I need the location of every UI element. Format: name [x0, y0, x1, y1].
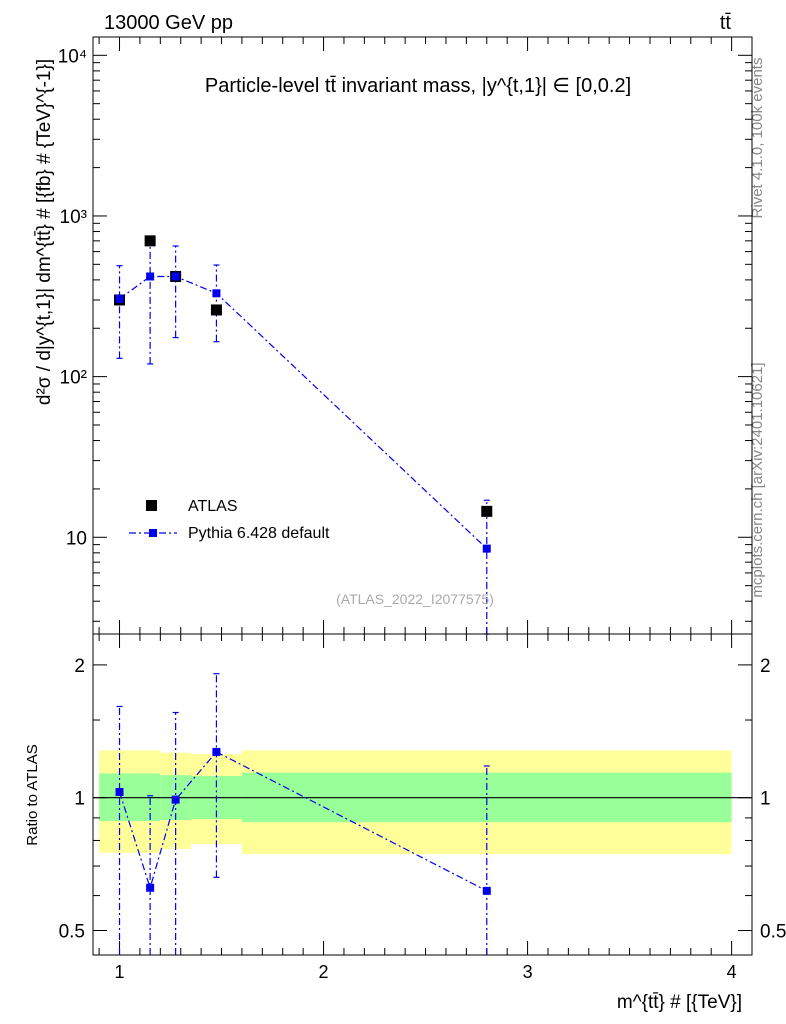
legend-pythia-marker	[149, 529, 157, 537]
x-tick-label: 1	[115, 962, 125, 982]
atlas-point	[481, 505, 493, 517]
ratio-y-tick-label: 1	[74, 789, 85, 810]
x-tick-label: 3	[523, 962, 533, 982]
ratio-panel-frame	[92, 633, 753, 956]
ratio-y-tick-label: 2	[74, 656, 85, 677]
ratio-y-tick-label: 1	[760, 789, 771, 810]
legend-atlas-marker	[146, 500, 157, 511]
ratio-y-tick-label: 0.5	[760, 922, 786, 943]
ratio-panel: 1 2 3 4 0.5 0.5 1 1 2 2 Ratio to ATLAS m^{tt̄} # …	[24, 633, 786, 1013]
atlas-point	[144, 235, 156, 247]
legend: ATLAS Pythia 6.428 default	[129, 498, 330, 542]
x-axis-label: m^{tt̄} # [{TeV}]	[617, 992, 742, 1013]
ratio-line	[118, 751, 488, 892]
ratio-point	[171, 795, 180, 804]
source-label: mcplots.cern.ch [arXiv:2401.10621]	[749, 362, 766, 597]
ratio-point	[146, 883, 155, 892]
ratio-y-tick-label: 2	[760, 656, 771, 677]
legend-atlas-label: ATLAS	[188, 498, 238, 515]
main-y-axis-label: d²σ / d|y^{t,1}| dm^{tt̄} # [{fb} # {TeV…	[34, 59, 55, 405]
ratio-marks	[115, 673, 491, 955]
x-tick-label: 2	[319, 962, 329, 982]
pythia-point	[171, 272, 180, 281]
main-panel-frame	[92, 36, 753, 635]
y-tick-label: 10²	[60, 368, 87, 389]
y-tick-label: 10⁴	[58, 46, 87, 67]
ratio-y-tick-label: 0.5	[59, 922, 85, 943]
pythia-line	[119, 275, 488, 550]
watermark: (ATLAS_2022_I2077575)	[336, 591, 494, 607]
x-tick-label: 4	[727, 962, 737, 982]
ratio-y-axis-label: Ratio to ATLAS	[24, 744, 41, 845]
pythia-point	[146, 272, 155, 281]
main-axis-group: 10 10² 10³ 10⁴	[58, 37, 752, 634]
pythia-point	[482, 544, 491, 553]
rivet-label: Rivet 4.1.0, 100k events	[749, 58, 766, 219]
y-tick-label: 10³	[60, 207, 87, 228]
atlas-point	[210, 304, 222, 316]
legend-pythia-label: Pythia 6.428 default	[188, 525, 330, 542]
pythia-point	[115, 294, 124, 303]
uncertainty-bands	[99, 750, 732, 855]
ratio-axis-group: 1 2 3 4 0.5 0.5 1 1 2 2	[59, 634, 786, 982]
pythia-point	[212, 289, 221, 298]
main-title: Particle-level tt̄ invariant mass, |y^{t…	[205, 75, 631, 97]
main-marks	[114, 235, 493, 635]
ratio-point	[115, 788, 124, 797]
process-label: tt̄	[720, 12, 732, 34]
ratio-point	[482, 886, 491, 895]
main-panel: 10 10² 10³ 10⁴ Particle-level tt̄ invariant…	[34, 36, 753, 635]
y-tick-label: 10	[66, 528, 87, 549]
ratio-point	[212, 747, 221, 756]
energy-label: 13000 GeV pp	[104, 12, 233, 34]
